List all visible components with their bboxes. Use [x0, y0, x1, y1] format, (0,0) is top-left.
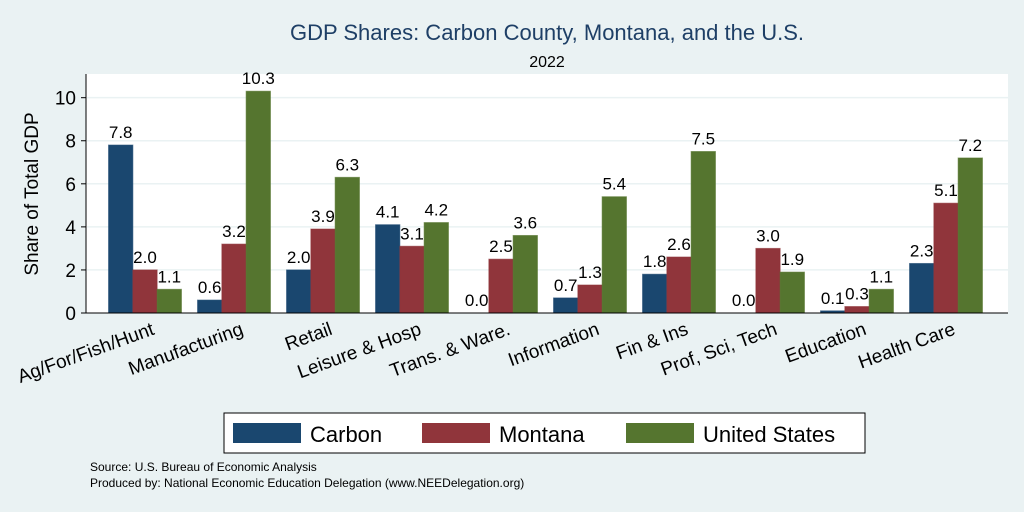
bar-value-label: 1.1 — [869, 267, 893, 286]
bar-value-label: 0.6 — [198, 278, 222, 297]
bar-value-label: 0.3 — [845, 285, 869, 304]
bar-value-label: 2.3 — [910, 241, 934, 260]
bar-value-label: 3.2 — [222, 222, 246, 241]
y-tick-label: 0 — [65, 304, 76, 325]
x-tick-label: Health Care — [856, 319, 958, 373]
bar-united-states — [334, 176, 360, 314]
x-tick-label: Education — [782, 319, 869, 368]
bar-united-states — [245, 90, 271, 314]
bar-value-label: 3.1 — [400, 224, 424, 243]
y-tick-label: 2 — [65, 261, 76, 282]
bar-value-label: 0.7 — [554, 276, 578, 295]
bar-united-states — [601, 196, 627, 314]
bar-montana — [933, 202, 959, 314]
bar-carbon — [108, 144, 134, 314]
bar-value-label: 1.9 — [780, 250, 804, 269]
source-note: Source: U.S. Bureau of Economic Analysis — [90, 460, 317, 474]
bar-value-label: 6.3 — [335, 155, 359, 174]
bar-carbon — [286, 269, 312, 314]
x-tick-label: Information — [506, 319, 602, 371]
bar-value-label: 0.0 — [732, 291, 756, 310]
legend-swatch — [626, 423, 694, 443]
bar-value-label: 2.6 — [667, 235, 691, 254]
bar-montana — [132, 269, 158, 314]
bar-carbon — [909, 262, 935, 314]
bar-montana — [755, 247, 781, 314]
bar-montana — [577, 284, 603, 314]
bar-united-states — [779, 271, 805, 314]
bar-carbon — [375, 224, 401, 314]
chart-subtitle: 2022 — [529, 54, 565, 71]
legend-label: Montana — [499, 422, 585, 447]
bar-carbon — [197, 299, 223, 314]
bar-united-states — [868, 288, 894, 314]
chart-title: GDP Shares: Carbon County, Montana, and … — [290, 20, 804, 45]
bar-united-states — [156, 288, 182, 314]
bar-value-label: 3.9 — [311, 207, 335, 226]
bar-value-label: 1.3 — [578, 263, 602, 282]
bar-value-label: 7.5 — [691, 130, 715, 149]
bar-value-label: 7.8 — [109, 123, 133, 142]
y-tick-label: 6 — [65, 175, 76, 196]
y-tick-label: 10 — [55, 89, 76, 110]
bar-montana — [666, 256, 692, 314]
bar-value-label: 1.8 — [643, 252, 667, 271]
legend-swatch — [233, 423, 301, 443]
produced-by-note: Produced by: National Economic Education… — [90, 476, 524, 490]
bar-united-states — [423, 222, 449, 314]
bar-value-label: 3.0 — [756, 226, 780, 245]
bar-value-label: 5.1 — [934, 181, 958, 200]
bar-value-label: 7.2 — [958, 136, 982, 155]
bar-value-label: 10.3 — [242, 69, 275, 88]
bar-montana — [488, 258, 514, 314]
bar-montana — [221, 243, 247, 314]
bar-value-label: 2.0 — [133, 248, 157, 267]
bar-value-label: 0.1 — [821, 289, 845, 308]
bar-montana — [310, 228, 336, 314]
x-tick-label: Retail — [282, 319, 335, 355]
bar-montana — [844, 306, 870, 314]
legend: Carbon Montana United States — [223, 412, 866, 454]
y-tick-label: 4 — [65, 218, 76, 239]
bar-value-label: 2.0 — [287, 248, 311, 267]
legend-label: United States — [703, 422, 835, 447]
bar-united-states — [690, 151, 716, 314]
bar-united-states — [957, 157, 983, 314]
bar-value-label: 4.2 — [424, 201, 448, 220]
bar-united-states — [512, 234, 538, 314]
legend-swatch — [422, 423, 490, 443]
bar-carbon — [553, 297, 579, 314]
legend-label: Carbon — [310, 422, 382, 447]
y-tick-label: 8 — [65, 132, 76, 153]
bar-value-label: 5.4 — [602, 175, 626, 194]
bar-value-label: 4.1 — [376, 203, 400, 222]
bar-carbon — [642, 273, 668, 314]
bar-value-label: 3.6 — [513, 213, 537, 232]
bar-value-label: 1.1 — [157, 267, 181, 286]
y-axis-label: Share of Total GDP — [22, 112, 43, 275]
legend-box — [223, 412, 866, 454]
bar-value-label: 0.0 — [465, 291, 489, 310]
bar-montana — [399, 245, 425, 314]
bar-value-label: 2.5 — [489, 237, 513, 256]
